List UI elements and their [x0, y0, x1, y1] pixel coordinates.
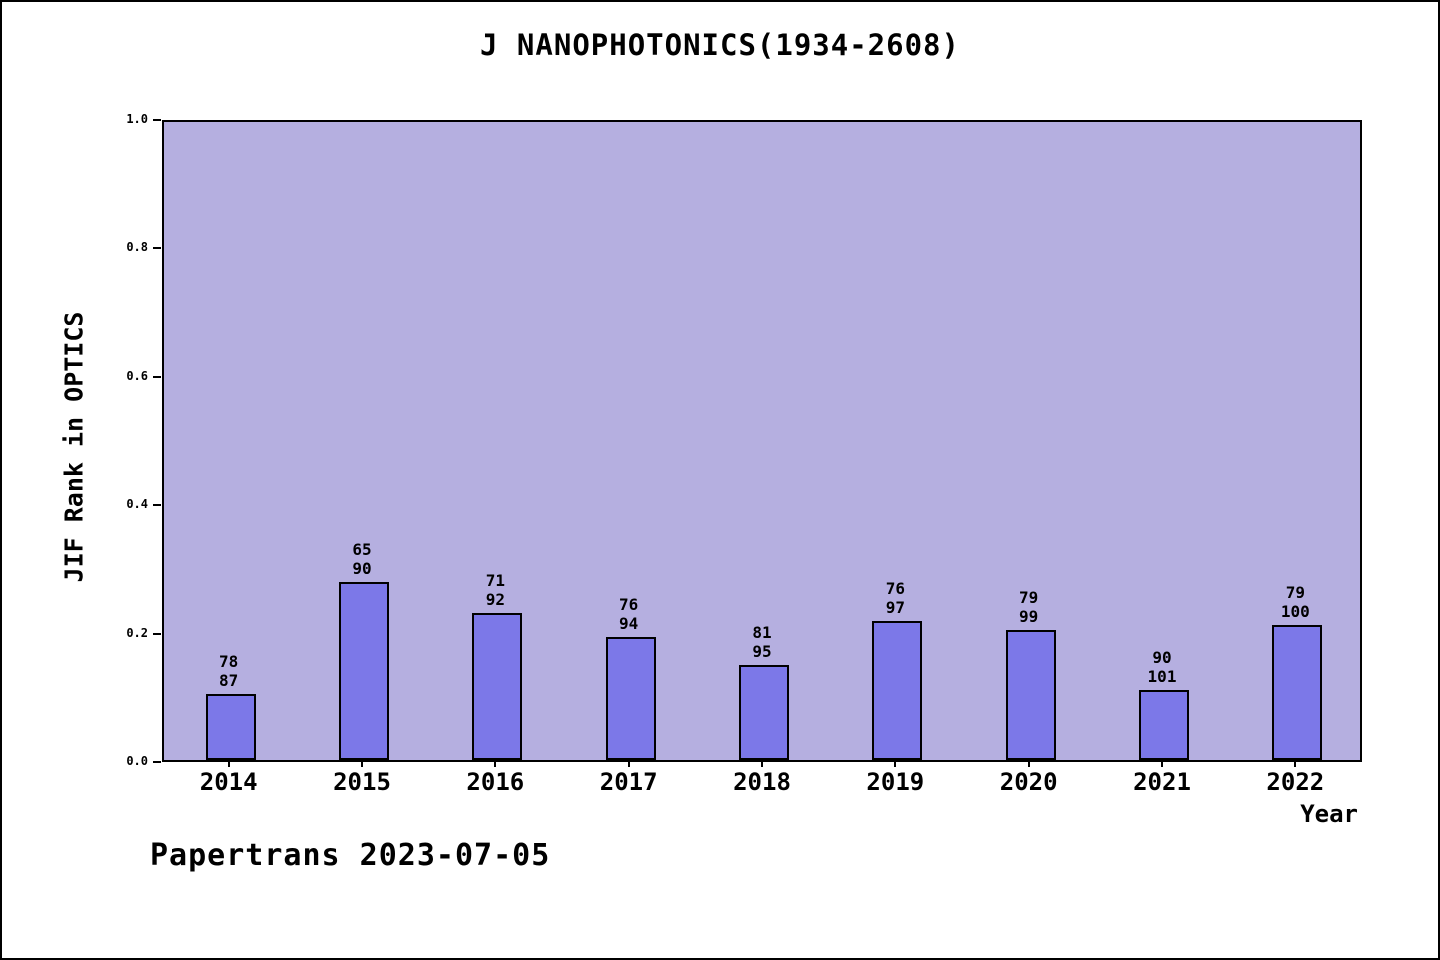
bar-2016 [472, 613, 523, 760]
x-tick-label-2018: 2018 [733, 768, 791, 796]
bar-value-label-2022: 79 100 [1280, 583, 1310, 622]
x-tick-label-2014: 2014 [199, 768, 258, 796]
x-tick-mark [361, 762, 363, 767]
bar-2020 [1005, 630, 1056, 760]
x-axis-title: Year [1300, 800, 1358, 828]
x-tick-label-2015: 2015 [333, 768, 391, 796]
y-tick-mark [153, 761, 161, 763]
bar-value-label-2015: 65 90 [352, 539, 372, 578]
x-tick-label-2022: 2022 [1266, 768, 1325, 796]
bar-value-label-2017: 76 94 [619, 595, 639, 634]
bar-value-label-2018: 81 95 [752, 623, 772, 662]
x-tick-mark [1027, 762, 1030, 767]
y-tick-label: 0.8 [126, 240, 148, 255]
x-tick-label-2020: 2020 [999, 768, 1058, 796]
x-tick-mark [227, 762, 230, 767]
bar-2022 [1272, 625, 1323, 760]
chart-title: J NANOPHOTONICS(1934-2608) [480, 28, 960, 62]
y-tick-label: 0.2 [126, 625, 148, 640]
y-tick-mark [153, 247, 161, 250]
x-tick-mark [1294, 762, 1297, 767]
plot-area [162, 120, 1362, 762]
bar-2021 [1139, 690, 1189, 760]
x-tick-mark [1161, 762, 1163, 767]
x-tick-label-2016: 2016 [466, 768, 525, 796]
bar-2015 [339, 581, 389, 760]
y-tick-label: 1.0 [126, 112, 148, 126]
bar-value-label-2020: 79 99 [1019, 588, 1039, 627]
x-tick-mark [494, 762, 497, 767]
y-tick-label: 0.0 [126, 754, 148, 768]
y-tick-mark [153, 375, 161, 378]
bar-2018 [739, 665, 789, 760]
bar-value-label-2021: 90 101 [1147, 648, 1177, 687]
bar-2019 [872, 621, 923, 760]
x-tick-label-2017: 2017 [599, 768, 658, 796]
bar-2017 [605, 637, 656, 760]
y-tick-mark [153, 504, 161, 507]
y-tick-label: 0.4 [126, 497, 148, 512]
y-tick-label: 0.6 [126, 368, 148, 383]
bar-value-label-2019: 76 97 [885, 579, 905, 617]
bar-2014 [205, 693, 256, 760]
footer-text: Papertrans 2023-07-05 [150, 838, 551, 873]
bar-value-label-2014: 78 87 [219, 651, 239, 690]
y-tick-mark [153, 632, 161, 635]
x-tick-label-2021: 2021 [1133, 768, 1191, 796]
x-tick-mark [761, 762, 763, 767]
x-tick-mark [627, 762, 630, 767]
x-tick-label-2019: 2019 [866, 768, 925, 796]
bar-value-label-2016: 71 92 [485, 571, 505, 610]
x-tick-mark [894, 762, 897, 767]
y-tick-mark [153, 119, 161, 121]
y-axis-title: JIF Rank in OPTICS [59, 311, 89, 583]
